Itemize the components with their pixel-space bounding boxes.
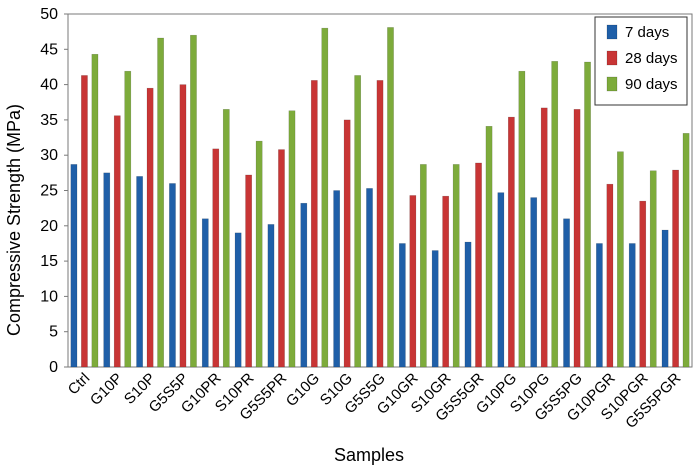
y-axis-ticks: 0 5 10 15 20 25 30 35 40 45 50 <box>40 6 68 376</box>
bar-90-days-g10pg <box>518 70 526 368</box>
bar-7-days-g5s5g <box>366 188 373 368</box>
bar-7-days-s10pg <box>530 197 538 368</box>
bar-28-days-g10g <box>310 80 318 368</box>
bar-28-days-s10gr <box>442 195 450 368</box>
bar-28-days-g5s5pgr <box>672 169 679 368</box>
bar-90-days-g10gr <box>419 164 427 368</box>
bar-90-days-g5s5pr <box>288 110 296 368</box>
y-axis-title: Compressive Strength (MPa) <box>4 104 24 336</box>
bar-28-days-s10pr <box>245 174 252 368</box>
bar-90-days-ctrl <box>91 53 99 368</box>
bar-90-days-s10p <box>157 37 164 368</box>
bars <box>70 27 690 368</box>
y-tick-label: 10 <box>40 288 58 305</box>
legend-label-28-days: 28 days <box>625 50 678 67</box>
bar-7-days-g5s5pr <box>267 224 275 368</box>
bar-28-days-g10pgr <box>606 183 614 368</box>
y-tick-label: 30 <box>40 147 58 164</box>
bar-90-days-g5s5pgr <box>682 133 690 368</box>
y-tick-label: 0 <box>49 359 58 376</box>
bar-7-days-g10p <box>103 172 111 368</box>
bar-90-days-g5s5pg <box>584 61 591 368</box>
x-tick-label: G10G <box>283 370 323 410</box>
legend-label-7-days: 7 days <box>625 24 669 41</box>
y-tick-label: 40 <box>40 77 58 94</box>
bar-90-days-g10g <box>321 27 329 368</box>
bar-28-days-g5s5p <box>179 84 187 368</box>
bar-28-days-g5s5gr <box>475 162 482 368</box>
bar-28-days-g10p <box>113 115 121 368</box>
bar-7-days-g10g <box>300 202 308 368</box>
bar-28-days-g5s5pg <box>573 109 581 368</box>
x-axis-title: Samples <box>334 445 404 465</box>
bar-7-days-g10pg <box>497 192 505 368</box>
y-tick-label: 25 <box>40 183 58 200</box>
bar-28-days-s10p <box>146 87 154 368</box>
bar-7-days-s10gr <box>431 250 439 368</box>
bar-7-days-ctrl <box>70 164 78 368</box>
bar-7-days-g5s5p <box>169 183 176 368</box>
legend-swatch-28-days <box>606 50 618 66</box>
y-tick-label: 45 <box>40 41 58 58</box>
bar-90-days-s10pr <box>255 140 263 368</box>
bar-90-days-s10pg <box>551 61 559 368</box>
legend-swatch-7-days <box>606 24 618 40</box>
x-tick-label: G10P <box>87 370 126 409</box>
bar-7-days-g10pr <box>201 218 209 368</box>
bar-28-days-s10pgr <box>639 200 647 368</box>
bar-7-days-s10g <box>333 190 341 368</box>
bar-90-days-g5s5gr <box>485 126 493 368</box>
bar-90-days-g10p <box>124 70 132 368</box>
bar-90-days-g5s5p <box>190 34 197 368</box>
legend-swatch-90-days <box>606 76 618 92</box>
bar-28-days-g10pr <box>212 148 220 368</box>
bar-28-days-g10pg <box>508 116 515 368</box>
bar-7-days-g10gr <box>398 243 406 368</box>
y-tick-label: 5 <box>49 324 58 341</box>
bar-7-days-s10pgr <box>628 243 636 368</box>
bar-90-days-g10pgr <box>617 151 624 368</box>
legend-label-90-days: 90 days <box>625 76 678 93</box>
bar-90-days-g5s5g <box>387 27 394 368</box>
bar-7-days-g5s5pgr <box>661 229 669 368</box>
bar-90-days-g10pr <box>222 109 230 368</box>
bar-7-days-s10pr <box>234 232 242 368</box>
bar-28-days-ctrl <box>81 75 88 368</box>
bar-7-days-s10p <box>136 176 143 368</box>
legend: 7 days 28 days 90 days <box>594 16 688 106</box>
bar-90-days-s10gr <box>452 164 460 368</box>
y-tick-label: 35 <box>40 112 58 129</box>
bar-28-days-s10g <box>343 119 351 368</box>
bar-28-days-g5s5pr <box>278 149 285 368</box>
y-tick-label: 15 <box>40 253 58 270</box>
bar-7-days-g5s5pg <box>563 218 570 368</box>
bar-28-days-g5s5g <box>376 80 384 368</box>
bar-90-days-s10g <box>354 75 362 368</box>
bar-7-days-g5s5gr <box>464 241 472 368</box>
bar-90-days-s10pgr <box>649 170 657 368</box>
x-axis-ticks: CtrlG10PS10PG5S5PG10PRS10PRG5S5PRG10GS10… <box>65 370 685 432</box>
bar-28-days-g10gr <box>409 195 417 368</box>
bar-28-days-s10pg <box>540 107 548 368</box>
y-tick-label: 50 <box>40 6 58 23</box>
y-tick-label: 20 <box>40 218 58 235</box>
bar-7-days-g10pgr <box>596 243 603 368</box>
